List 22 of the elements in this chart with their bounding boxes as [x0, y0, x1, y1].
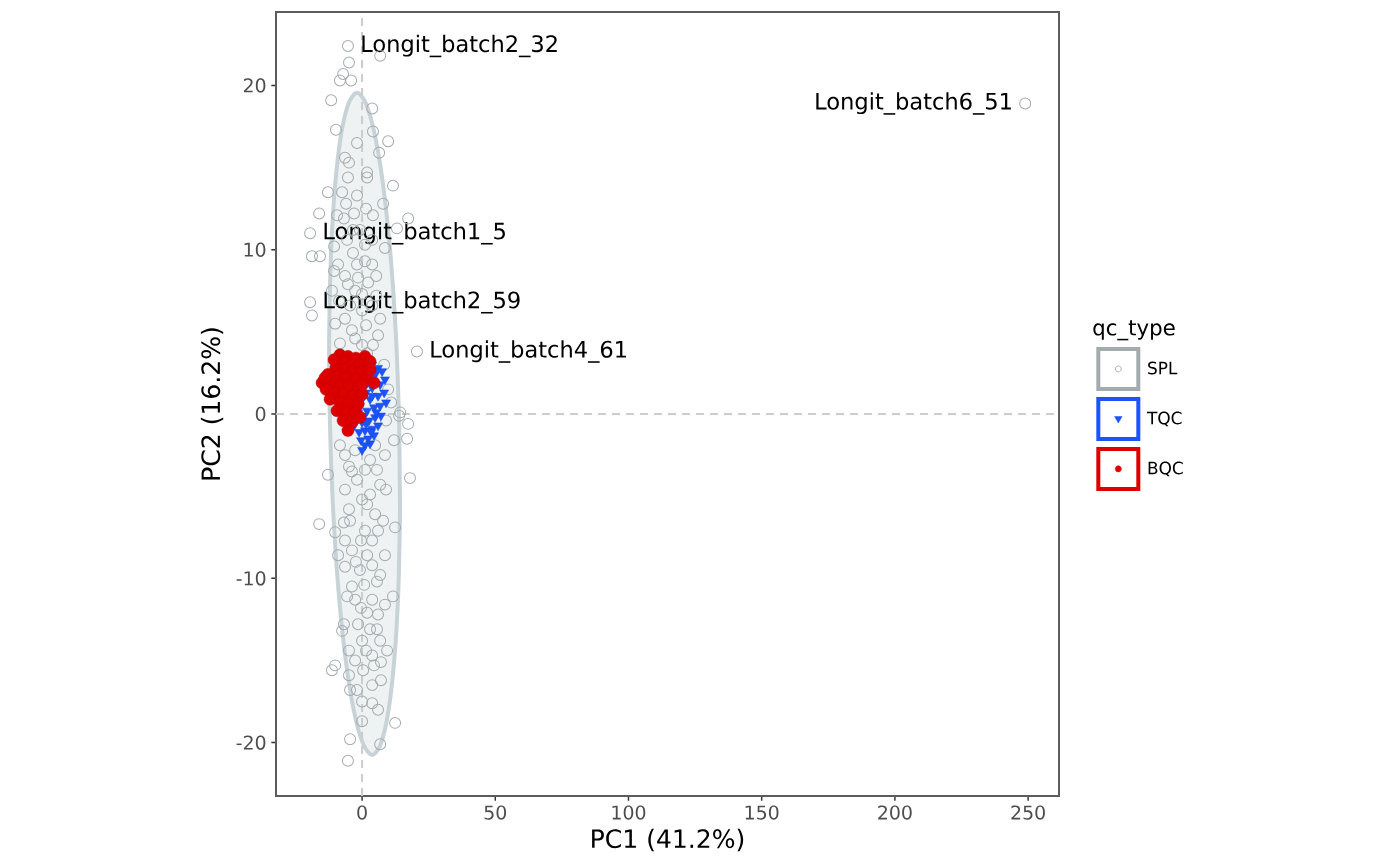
- y-tick-label: 0: [255, 406, 266, 422]
- legend-label: SPL: [1148, 361, 1178, 375]
- x-tick-label: 50: [484, 805, 507, 820]
- annotation: Longit_batch2_59: [324, 291, 520, 314]
- y-axis-title: PC2 (16.2%): [200, 328, 224, 480]
- annotation: Longit_batch1_5: [324, 222, 505, 245]
- legend-label: TQC: [1146, 411, 1182, 427]
- x-axis-title: PC1 (41.2%): [592, 828, 744, 852]
- x-tick-label: 250: [1011, 805, 1045, 820]
- y-tick-label: 10: [244, 242, 266, 257]
- legend-label: BQC: [1148, 461, 1183, 477]
- annotation: Longit_batch6_51: [816, 92, 1011, 115]
- y-tick-label: -20: [236, 735, 266, 750]
- x-tick-label: 200: [878, 805, 912, 820]
- y-tick-label: -10: [236, 571, 266, 586]
- annotation: Longit_batch2_32: [362, 34, 557, 58]
- annotation: Longit_batch4_61: [431, 340, 626, 363]
- x-tick-label: 150: [745, 805, 779, 820]
- x-tick-label: 100: [612, 805, 646, 820]
- y-tick-label: 20: [243, 78, 266, 93]
- legend-title: qc_type: [1093, 320, 1175, 341]
- x-tick-label: 0: [357, 805, 367, 820]
